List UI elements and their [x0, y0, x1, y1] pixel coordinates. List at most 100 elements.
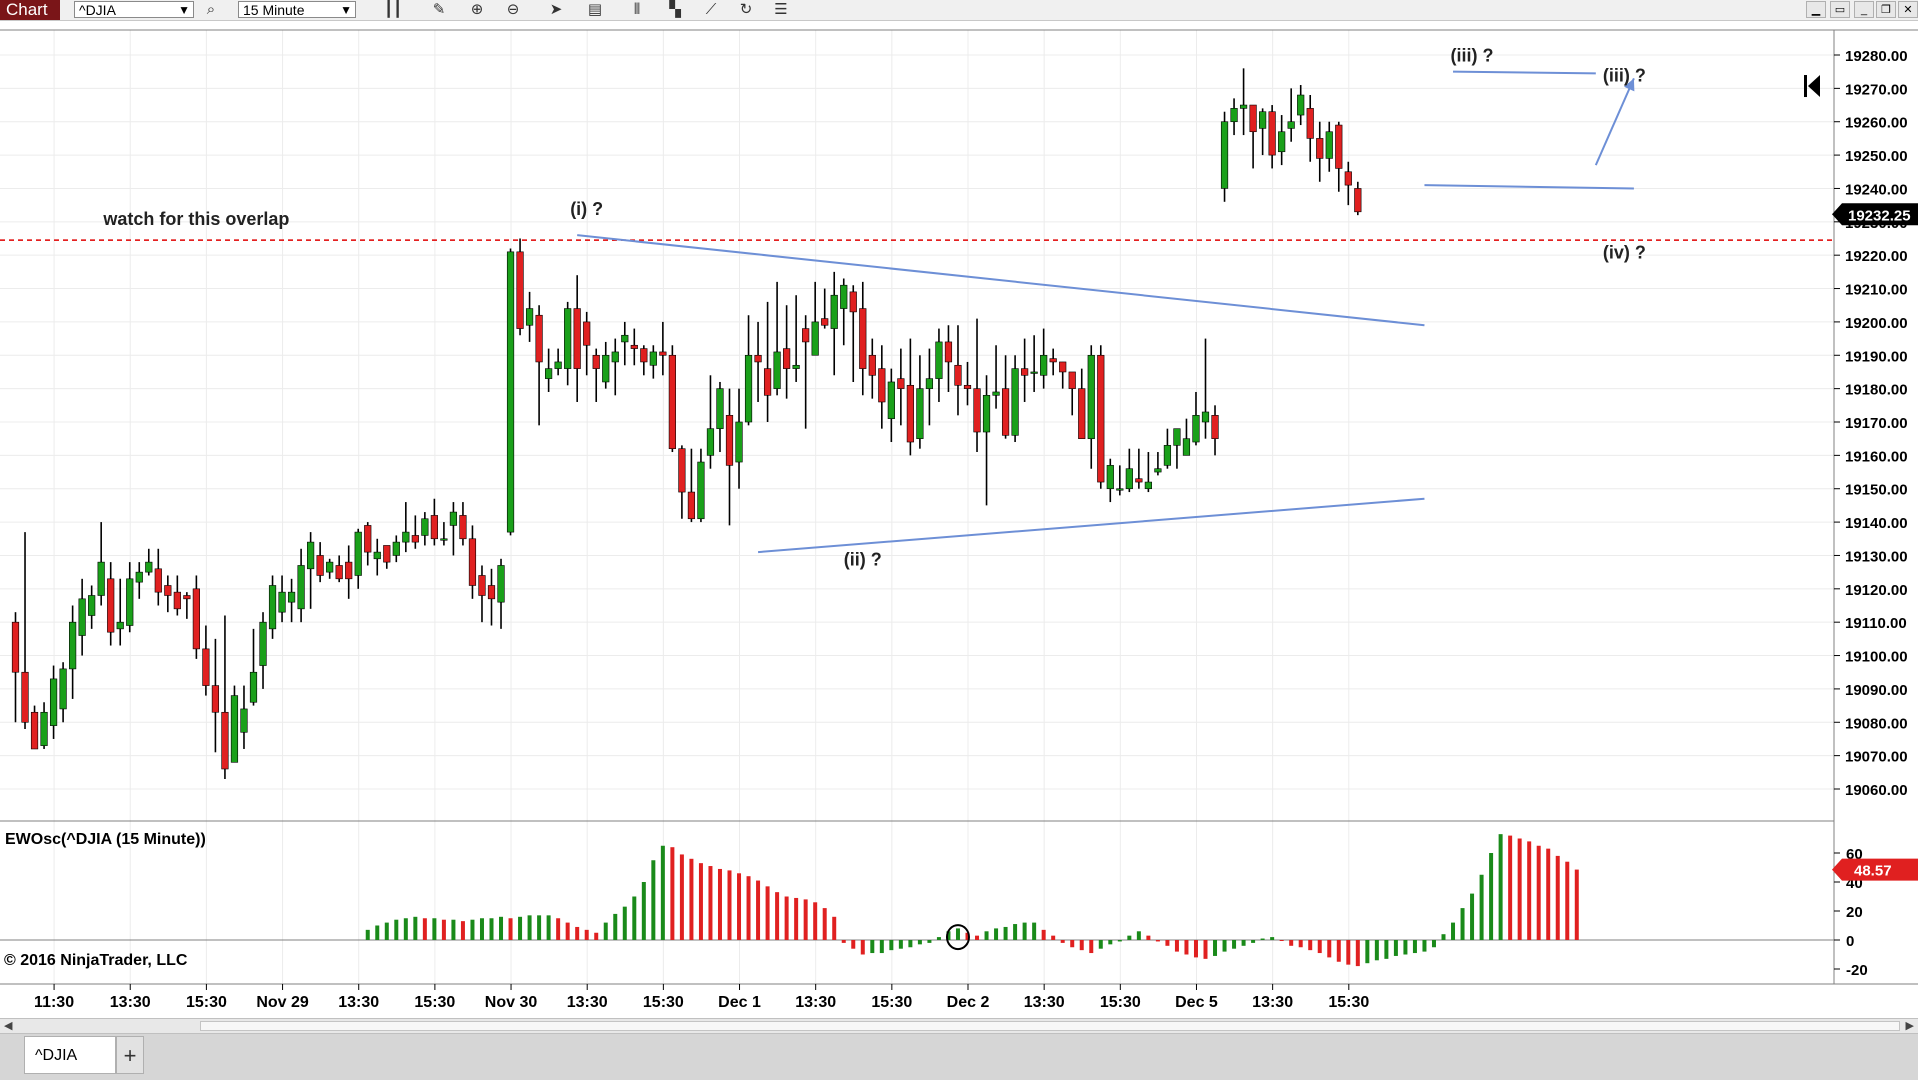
- bars-style-icon[interactable]: ┃┃: [383, 1, 403, 18]
- osc-bar: [689, 858, 694, 940]
- time-tick-label: 11:30: [34, 994, 74, 1011]
- candle-up: [392, 541, 400, 556]
- candle-up: [916, 388, 924, 439]
- time-tick-label: 15:30: [643, 994, 684, 1011]
- properties-icon[interactable]: ☰: [774, 1, 788, 18]
- time-tick-label: Dec 1: [718, 994, 761, 1011]
- candle-down: [1354, 188, 1362, 213]
- oscillator-panel: [0, 834, 1834, 967]
- candle-up: [1278, 131, 1286, 153]
- indicators-icon[interactable]: ▚: [669, 1, 681, 18]
- scroll-left-icon[interactable]: ◀: [4, 1020, 13, 1032]
- candle-up: [649, 351, 657, 366]
- osc-bar: [584, 929, 589, 940]
- candle-up: [287, 591, 296, 603]
- candle-up: [1163, 445, 1172, 466]
- osc-bar: [613, 913, 618, 940]
- candle-up: [497, 565, 505, 603]
- bar-spacing-icon[interactable]: ⫴: [633, 1, 641, 18]
- osc-bar: [1041, 929, 1046, 940]
- data-box-icon[interactable]: ▤: [587, 1, 603, 18]
- chart-window-tab[interactable]: Chart: [0, 0, 60, 20]
- osc-bar: [679, 854, 684, 940]
- candle-down: [640, 348, 648, 363]
- candle-down: [821, 318, 829, 326]
- osc-bar: [1355, 940, 1360, 967]
- interval-value: 15 Minute: [243, 2, 305, 18]
- osc-bar: [403, 918, 408, 940]
- search-icon[interactable]: ⌕: [206, 1, 216, 18]
- candle-down: [1268, 111, 1276, 156]
- add-tab-button[interactable]: +: [116, 1036, 144, 1074]
- wave-label: (iii) ?: [1603, 66, 1646, 86]
- candle-up: [840, 284, 848, 309]
- osc-bar: [994, 928, 999, 940]
- candle-up: [421, 518, 429, 536]
- osc-bar: [1327, 940, 1332, 958]
- candle-down: [1068, 371, 1076, 389]
- candle-up: [1230, 108, 1238, 123]
- candle-down: [1059, 361, 1067, 373]
- candle-down: [478, 575, 486, 596]
- osc-bar: [1336, 940, 1341, 962]
- candle-up: [545, 368, 553, 379]
- candle-down: [849, 291, 857, 313]
- pointer-icon[interactable]: ➤: [549, 1, 563, 18]
- osc-bar: [422, 918, 427, 940]
- candle-down: [1021, 368, 1029, 376]
- osc-bar: [1174, 940, 1179, 952]
- osc-bar: [651, 860, 656, 940]
- scroll-right-icon[interactable]: ▶: [1905, 1020, 1914, 1032]
- maximize-button[interactable]: ❐: [1876, 1, 1896, 18]
- price-tick-label: 19220.00: [1845, 248, 1908, 265]
- minimize-window-button[interactable]: _: [1854, 1, 1874, 18]
- chart-area[interactable]: 19280.00 19270.00 19260.00 19250.00 19240.00…: [0, 20, 1918, 1018]
- zoom-in-icon[interactable]: ⊕: [470, 1, 484, 18]
- candle-down: [345, 561, 353, 580]
- candle-down: [107, 578, 115, 633]
- osc-bar: [756, 880, 761, 940]
- osc-bar: [565, 922, 570, 940]
- minimize-button[interactable]: ▁: [1806, 1, 1826, 18]
- osc-bar: [794, 897, 799, 940]
- scroll-to-end-arrow[interactable]: [1808, 75, 1820, 98]
- symbol-selector[interactable]: ^DJIA ▼: [74, 1, 194, 18]
- chart-grid: [0, 30, 1834, 984]
- candle-down: [468, 538, 477, 586]
- candle-down: [659, 351, 667, 356]
- osc-bar: [746, 876, 751, 940]
- candle-up: [402, 531, 410, 543]
- osc-bar: [803, 899, 808, 940]
- candle-up: [1182, 438, 1191, 456]
- candle-up: [307, 541, 315, 570]
- interval-selector[interactable]: 15 Minute ▼: [238, 1, 356, 18]
- price-tick-label: 19170.00: [1845, 415, 1908, 432]
- osc-bar: [1431, 940, 1436, 948]
- close-button[interactable]: ✕: [1898, 1, 1918, 18]
- candle-down: [878, 368, 886, 403]
- strategies-icon[interactable]: ⟋: [705, 1, 717, 18]
- candle-up: [602, 354, 610, 383]
- refresh-icon[interactable]: ↻: [739, 1, 753, 18]
- osc-bar: [670, 847, 675, 940]
- candle-down: [1135, 478, 1143, 483]
- window-button[interactable]: ▭: [1830, 1, 1850, 18]
- osc-bar: [784, 896, 789, 940]
- horizontal-scrollbar[interactable]: ◀ ▶: [0, 1018, 1918, 1034]
- candle-up: [1259, 111, 1267, 129]
- candle-up: [259, 621, 267, 666]
- osc-bar: [765, 886, 770, 940]
- tab-djia[interactable]: ^DJIA: [24, 1036, 116, 1074]
- scroll-thumb[interactable]: [200, 1021, 1900, 1031]
- osc-bar: [727, 870, 732, 940]
- osc-bar: [375, 925, 380, 940]
- scroll-to-end-icon[interactable]: [1804, 75, 1807, 98]
- candle-down: [906, 384, 914, 443]
- pencil-icon[interactable]: ✎: [432, 1, 446, 18]
- candle-down: [1306, 108, 1314, 139]
- osc-bar: [698, 863, 703, 940]
- osc-bar: [1079, 940, 1084, 951]
- osc-bar: [984, 931, 989, 940]
- candle-up: [811, 321, 819, 356]
- zoom-out-icon[interactable]: ⊖: [506, 1, 520, 18]
